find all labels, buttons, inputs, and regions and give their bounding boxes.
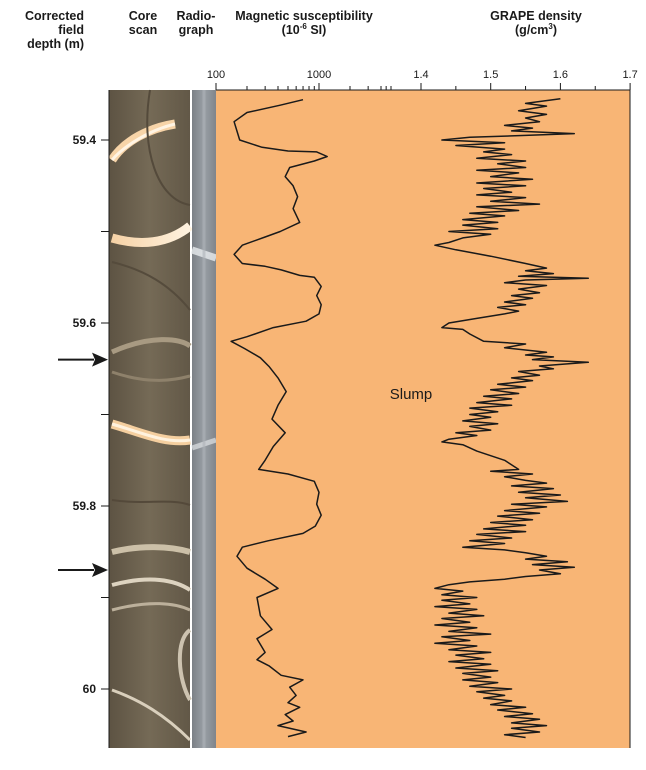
- core-band: [110, 122, 176, 161]
- radiograph-header-line2: graph: [178, 23, 214, 37]
- mag-sus-unit-exp: -6: [299, 21, 307, 31]
- grape-density-series: [434, 98, 590, 739]
- radiograph-image: [190, 90, 218, 748]
- mag-sus-header-line2: (10-6 SI): [220, 21, 388, 37]
- axes: 59.4 59.6 59.8 60 100 1000 1.4 1.5 1.6 1.7: [73, 69, 638, 748]
- magnetic-susceptibility-series: [230, 98, 328, 738]
- grape-tick-label: 1.4: [413, 69, 428, 81]
- radiograph-header-line1: Radio-: [176, 9, 216, 23]
- core-band: [110, 337, 192, 355]
- grape-density-line: [434, 98, 590, 739]
- arrow-head: [92, 352, 108, 367]
- mag-sus-header: Magnetic susceptibility (10-6 SI): [220, 9, 388, 37]
- core-scan-header: Core scan: [113, 9, 173, 37]
- core-band: [111, 602, 191, 612]
- grape-unit-post: ): [552, 23, 557, 37]
- grape-unit-pre: (g/cm: [515, 23, 549, 37]
- grape-unit-exp: 3: [548, 21, 553, 31]
- depth-tick-label: 59.4: [73, 133, 97, 147]
- depth-tick-label: 59.8: [73, 499, 97, 513]
- grape-tick-label: 1.7: [622, 69, 637, 81]
- core-scan-header-line1: Core: [128, 9, 158, 23]
- grape-header-line2: (g/cm3): [480, 21, 592, 37]
- mag-sus-unit-pre: (10: [281, 23, 300, 37]
- log-panel: [216, 90, 630, 748]
- depth-header-line3: depth (m): [27, 37, 84, 51]
- arrow-head: [92, 563, 108, 578]
- core-band: [110, 222, 193, 247]
- mag-sus-tick-label: 100: [207, 69, 225, 81]
- mag-sus-tick-label: 1000: [307, 69, 331, 81]
- core-band: [111, 544, 191, 555]
- core-layer: [111, 499, 191, 506]
- magnetic-susceptibility-line: [230, 98, 328, 738]
- slump-label: Slump: [390, 386, 433, 403]
- grape-tick-label: 1.5: [483, 69, 498, 81]
- core-band: [111, 422, 191, 443]
- grape-header: GRAPE density (g/cm3): [480, 9, 592, 37]
- arrows: [58, 352, 108, 578]
- core-band: [111, 370, 191, 382]
- core-scan-background: [109, 90, 190, 748]
- mag-sus-header-line1: Magnetic susceptibility: [235, 9, 373, 23]
- depth-tick-label: 60: [83, 682, 97, 696]
- grape-header-line1: GRAPE density: [490, 9, 582, 23]
- core-layer: [146, 89, 191, 206]
- core-band: [111, 577, 192, 592]
- grape-tick-label: 1.6: [553, 69, 568, 81]
- depth-header-line1: Corrected: [24, 9, 84, 23]
- depth-tick-label: 59.6: [73, 316, 97, 330]
- depth-header: Corrected field depth (m): [0, 9, 84, 51]
- depth-header-line2: field: [58, 23, 84, 37]
- core-layer: [111, 261, 191, 311]
- core-scan-header-line2: scan: [128, 23, 158, 37]
- mag-sus-unit-post: SI): [306, 23, 327, 37]
- radiograph-header: Radio- graph: [168, 9, 224, 37]
- core-band: [111, 688, 192, 742]
- core-band: [177, 628, 192, 702]
- core-scan-image: [108, 89, 193, 748]
